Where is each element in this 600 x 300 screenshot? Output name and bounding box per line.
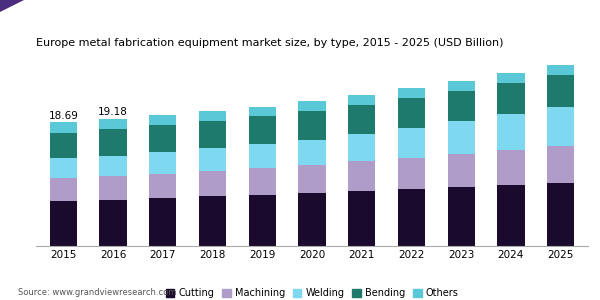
Bar [199, 171, 226, 196]
Bar [348, 94, 376, 104]
Bar [547, 64, 574, 75]
Bar [348, 161, 376, 191]
Bar [149, 197, 176, 246]
Bar [448, 154, 475, 187]
Bar [199, 196, 226, 246]
Bar [497, 150, 524, 185]
Bar [100, 129, 127, 156]
Bar [448, 187, 475, 246]
Bar [50, 201, 77, 246]
Bar [298, 193, 326, 246]
Bar [149, 174, 176, 197]
Bar [248, 144, 276, 168]
Bar [199, 111, 226, 121]
Bar [248, 195, 276, 246]
Bar [547, 183, 574, 246]
Bar [497, 114, 524, 150]
Bar [298, 111, 326, 140]
Bar [547, 106, 574, 146]
Bar [547, 146, 574, 183]
Bar [298, 165, 326, 193]
Bar [398, 189, 425, 246]
Bar [50, 122, 77, 133]
Bar [547, 75, 574, 106]
Bar [149, 125, 176, 152]
Bar [100, 118, 127, 129]
Bar [248, 168, 276, 195]
Bar [199, 148, 226, 171]
Bar [248, 116, 276, 144]
Bar [100, 176, 127, 200]
Text: Europe metal fabrication equipment market size, by type, 2015 - 2025 (USD Billio: Europe metal fabrication equipment marke… [36, 38, 503, 48]
Bar [497, 82, 524, 114]
Legend: Cutting, Machining, Welding, Bending, Others: Cutting, Machining, Welding, Bending, Ot… [162, 284, 462, 300]
Bar [100, 156, 127, 176]
Bar [248, 106, 276, 116]
Bar [149, 152, 176, 174]
Bar [398, 98, 425, 128]
Bar [149, 115, 176, 125]
Bar [497, 73, 524, 82]
Bar [50, 133, 77, 158]
Bar [298, 101, 326, 111]
Text: 19.18: 19.18 [98, 107, 128, 117]
Bar [448, 81, 475, 91]
Bar [348, 104, 376, 134]
Bar [348, 134, 376, 161]
Bar [497, 185, 524, 246]
Bar [398, 88, 425, 98]
Bar [448, 121, 475, 154]
Bar [50, 158, 77, 178]
Bar [199, 121, 226, 148]
Bar [348, 191, 376, 246]
Bar [298, 140, 326, 165]
Text: 18.69: 18.69 [49, 110, 78, 121]
Bar [398, 128, 425, 158]
Bar [50, 178, 77, 201]
Bar [398, 158, 425, 189]
Bar [448, 91, 475, 121]
Text: Source: www.grandviewresearch.com: Source: www.grandviewresearch.com [18, 288, 176, 297]
Bar [100, 200, 127, 246]
